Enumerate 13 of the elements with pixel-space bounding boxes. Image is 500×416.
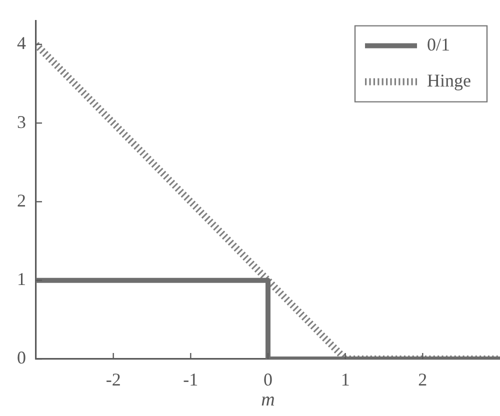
x-tick-label: 2 xyxy=(418,370,428,390)
y-tick-label: 1 xyxy=(17,269,26,290)
legend-label: 0/1 xyxy=(427,34,450,55)
y-tick-label: 4 xyxy=(17,33,26,54)
x-tick-label: 0 xyxy=(264,370,272,390)
y-tick-label: 2 xyxy=(17,190,26,210)
x-tick-label: -2 xyxy=(106,370,121,390)
x-tick-label: 1 xyxy=(340,370,350,390)
x-axis-title: m xyxy=(261,390,275,411)
y-tick-label: 0 xyxy=(17,348,26,368)
y-tick-label: 3 xyxy=(17,112,26,132)
x-tick-label: -1 xyxy=(183,370,198,390)
legend-label: Hinge xyxy=(427,70,472,91)
